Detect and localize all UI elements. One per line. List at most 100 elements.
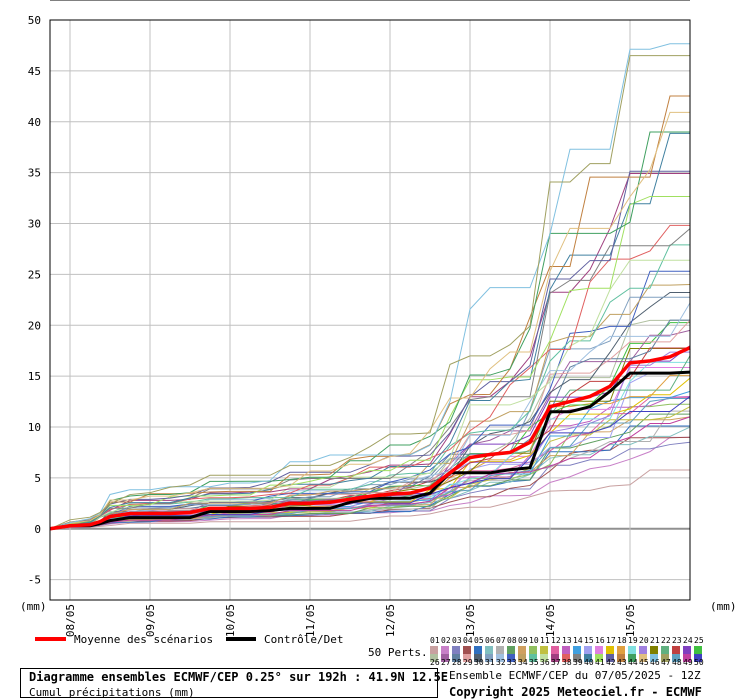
x-tick-label: 09/05 bbox=[144, 604, 157, 637]
perturbation-number: 02 bbox=[441, 636, 451, 645]
perturbation-series-line bbox=[49, 43, 690, 530]
y-tick-label: 50 bbox=[28, 14, 41, 27]
perturbation-swatch bbox=[683, 654, 691, 662]
run-info: Ensemble ECMWF/CEP du 07/05/2025 - 12Z bbox=[449, 669, 701, 682]
legend-perturbations-label: 50 Perts. bbox=[368, 646, 428, 659]
x-tick-label: 14/05 bbox=[544, 604, 557, 637]
y-tick-label: 20 bbox=[28, 319, 41, 332]
perturbation-number: 39 bbox=[573, 658, 583, 667]
perturbation-swatch bbox=[606, 646, 614, 654]
perturbation-series-line bbox=[49, 131, 690, 530]
perturbation-swatch bbox=[595, 654, 603, 662]
y-tick-label: 10 bbox=[28, 421, 41, 434]
perturbation-swatch bbox=[474, 654, 482, 662]
perturbation-swatch bbox=[672, 646, 680, 654]
chart-subtitle: Cumul précipitations (mm) bbox=[29, 686, 195, 699]
perturbation-swatch bbox=[463, 646, 471, 654]
perturbation-number: 34 bbox=[518, 658, 528, 667]
perturbation-swatch bbox=[584, 646, 592, 654]
perturbation-number: 40 bbox=[584, 658, 594, 667]
y-unit-left: (mm) bbox=[20, 600, 47, 613]
y-tick-label: 40 bbox=[28, 116, 41, 129]
chart-title: Diagramme ensembles ECMWF/CEP 0.25° sur … bbox=[29, 670, 449, 684]
copyright: Copyright 2025 Meteociel.fr - ECMWF bbox=[449, 685, 702, 699]
perturbation-swatch bbox=[650, 646, 658, 654]
perturbation-swatch bbox=[584, 654, 592, 662]
perturbation-number: 20 bbox=[639, 636, 649, 645]
main-series-layer bbox=[49, 346, 691, 531]
perturbation-number: 38 bbox=[562, 658, 572, 667]
mean-series-line bbox=[49, 346, 691, 531]
perturbation-swatch bbox=[463, 654, 471, 662]
perturbation-swatch bbox=[474, 646, 482, 654]
perturbation-number: 14 bbox=[573, 636, 583, 645]
perturbation-swatch bbox=[650, 654, 658, 662]
perturbation-series-line bbox=[49, 111, 690, 530]
y-tick-label: 45 bbox=[28, 65, 41, 78]
title-box: Diagramme ensembles ECMWF/CEP 0.25° sur … bbox=[20, 668, 448, 699]
perturbation-swatch bbox=[595, 646, 603, 654]
y-tick-label: 35 bbox=[28, 167, 41, 180]
axis-layer: -5 0 5 10 15 20 25 30 35 40 45 50 08/05 09/05 10/05 11/… bbox=[20, 0, 737, 637]
perturbation-swatch bbox=[507, 646, 515, 654]
perturbation-number: 03 bbox=[452, 636, 462, 645]
x-tick-label: 10/05 bbox=[224, 604, 237, 637]
x-tick-label: 15/05 bbox=[624, 604, 637, 637]
perturbation-series-layer bbox=[49, 43, 691, 530]
perturbation-swatch bbox=[430, 654, 438, 662]
perturbation-number: 33 bbox=[507, 658, 517, 667]
perturbation-series-line bbox=[49, 224, 690, 530]
perturbation-series-line bbox=[49, 228, 691, 530]
legend-mean-label: Moyenne des scénarios bbox=[74, 633, 214, 646]
x-tick-label: 12/05 bbox=[384, 604, 397, 637]
perturbation-swatch bbox=[573, 646, 581, 654]
perturbation-swatch bbox=[518, 646, 526, 654]
perturbation-number: 21 bbox=[650, 636, 660, 645]
perturbation-swatch bbox=[606, 654, 614, 662]
perturbation-number: 09 bbox=[518, 636, 528, 645]
perturbation-number: 08 bbox=[507, 636, 517, 645]
x-tick-label: 11/05 bbox=[304, 604, 317, 637]
perturbation-swatch bbox=[452, 646, 460, 654]
y-unit-right: (mm) bbox=[710, 600, 737, 613]
perturbation-number: 37 bbox=[551, 658, 561, 667]
perturbation-series-line bbox=[49, 132, 690, 530]
perturbation-swatch bbox=[496, 646, 504, 654]
perturbation-swatch bbox=[672, 654, 680, 662]
perturbation-number: 06 bbox=[485, 636, 495, 645]
perturbation-number: 41 bbox=[595, 658, 605, 667]
perturbation-swatch bbox=[694, 654, 702, 662]
y-tick-label: 15 bbox=[28, 370, 41, 383]
perturbation-swatch bbox=[562, 646, 570, 654]
y-tick-label: 30 bbox=[28, 218, 41, 231]
perturbation-number: 23 bbox=[672, 636, 682, 645]
y-tick-label: 25 bbox=[28, 268, 41, 281]
perturbation-swatch bbox=[551, 654, 559, 662]
perturbation-number: 05 bbox=[474, 636, 484, 645]
y-tick-label: 5 bbox=[34, 472, 41, 485]
perturbation-swatch bbox=[628, 646, 636, 654]
perturbation-swatch bbox=[683, 646, 691, 654]
perturbation-series-line bbox=[49, 416, 691, 530]
perturbation-swatch bbox=[507, 654, 515, 662]
perturbation-number: 47 bbox=[661, 658, 671, 667]
perturbation-swatch bbox=[540, 654, 548, 662]
perturbation-series-line bbox=[49, 55, 690, 530]
perturbation-series-line bbox=[49, 284, 691, 530]
perturbation-number: 30 bbox=[474, 658, 484, 667]
perturbation-number: 49 bbox=[683, 658, 693, 667]
perturbation-swatch bbox=[617, 654, 625, 662]
perturbation-swatch bbox=[573, 654, 581, 662]
perturbation-series-line bbox=[49, 173, 690, 530]
perturbation-swatch bbox=[496, 654, 504, 662]
perturbation-swatch bbox=[540, 646, 548, 654]
perturbation-swatch bbox=[485, 654, 493, 662]
perturbation-swatch bbox=[694, 646, 702, 654]
perturbation-swatch bbox=[441, 646, 449, 654]
perturbation-number: 46 bbox=[650, 658, 660, 667]
perturbation-swatch bbox=[452, 654, 460, 662]
perturbation-number: 31 bbox=[485, 658, 495, 667]
perturbation-swatch bbox=[562, 654, 570, 662]
y-tick-label: -5 bbox=[28, 574, 41, 587]
